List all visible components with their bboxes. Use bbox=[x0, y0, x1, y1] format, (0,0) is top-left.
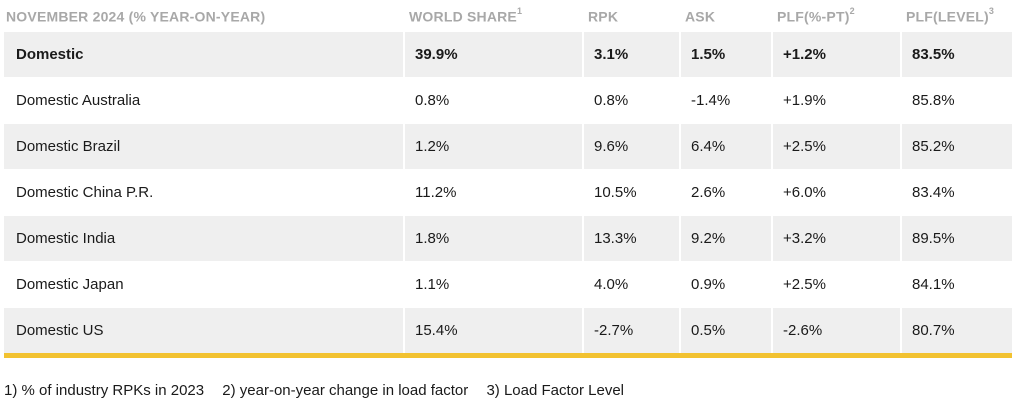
cell-ask: 0.5% bbox=[681, 308, 773, 354]
cell-plf-level: 83.5% bbox=[902, 32, 1012, 78]
table-row: Domestic Japan 1.1% 4.0% 0.9% +2.5% 84.1… bbox=[4, 262, 1012, 308]
cell-market: Domestic India bbox=[4, 216, 405, 262]
cell-plf-pt: +2.5% bbox=[773, 124, 902, 170]
table-row: Domestic 39.9% 3.1% 1.5% +1.2% 83.5% bbox=[4, 32, 1012, 78]
cell-world-share: 1.1% bbox=[405, 262, 584, 308]
cell-plf-level: 83.4% bbox=[902, 170, 1012, 216]
footnotes: 1) % of industry RPKs in 2023 2) year-on… bbox=[4, 382, 638, 399]
table-row: Domestic US 15.4% -2.7% 0.5% -2.6% 80.7% bbox=[4, 308, 1012, 354]
cell-plf-pt: -2.6% bbox=[773, 308, 902, 354]
cell-rpk: 9.6% bbox=[584, 124, 681, 170]
cell-plf-pt: +1.2% bbox=[773, 32, 902, 78]
cell-plf-level: 85.8% bbox=[902, 78, 1012, 124]
traffic-table: NOVEMBER 2024 (% YEAR-ON-YEAR) WORLD SHA… bbox=[4, 0, 1012, 354]
cell-ask: 1.5% bbox=[681, 32, 773, 78]
cell-ask: 0.9% bbox=[681, 262, 773, 308]
table-row: Domestic India 1.8% 13.3% 9.2% +3.2% 89.… bbox=[4, 216, 1012, 262]
header-plf-level: PLF(LEVEL)3 bbox=[902, 0, 1012, 32]
cell-plf-pt: +1.9% bbox=[773, 78, 902, 124]
cell-plf-level: 85.2% bbox=[902, 124, 1012, 170]
footnote-2: 2) year-on-year change in load factor bbox=[222, 382, 469, 399]
cell-world-share: 11.2% bbox=[405, 170, 584, 216]
cell-world-share: 15.4% bbox=[405, 308, 584, 354]
accent-rule bbox=[4, 353, 1012, 358]
cell-world-share: 1.2% bbox=[405, 124, 584, 170]
header-plf-pt: PLF(%-PT)2 bbox=[773, 0, 902, 32]
cell-plf-level: 89.5% bbox=[902, 216, 1012, 262]
header-period: NOVEMBER 2024 (% YEAR-ON-YEAR) bbox=[4, 0, 405, 32]
table-row: Domestic Australia 0.8% 0.8% -1.4% +1.9%… bbox=[4, 78, 1012, 124]
cell-ask: 2.6% bbox=[681, 170, 773, 216]
cell-plf-level: 84.1% bbox=[902, 262, 1012, 308]
cell-world-share: 39.9% bbox=[405, 32, 584, 78]
cell-rpk: 0.8% bbox=[584, 78, 681, 124]
cell-rpk: -2.7% bbox=[584, 308, 681, 354]
table-row: Domestic Brazil 1.2% 9.6% 6.4% +2.5% 85.… bbox=[4, 124, 1012, 170]
cell-plf-level: 80.7% bbox=[902, 308, 1012, 354]
cell-rpk: 13.3% bbox=[584, 216, 681, 262]
cell-market: Domestic US bbox=[4, 308, 405, 354]
cell-plf-pt: +6.0% bbox=[773, 170, 902, 216]
traffic-table-container: NOVEMBER 2024 (% YEAR-ON-YEAR) WORLD SHA… bbox=[4, 0, 1012, 354]
cell-world-share: 1.8% bbox=[405, 216, 584, 262]
footnote-1: 1) % of industry RPKs in 2023 bbox=[4, 382, 205, 399]
cell-ask: 9.2% bbox=[681, 216, 773, 262]
cell-plf-pt: +2.5% bbox=[773, 262, 902, 308]
cell-rpk: 10.5% bbox=[584, 170, 681, 216]
cell-rpk: 3.1% bbox=[584, 32, 681, 78]
cell-plf-pt: +3.2% bbox=[773, 216, 902, 262]
cell-market: Domestic Australia bbox=[4, 78, 405, 124]
cell-world-share: 0.8% bbox=[405, 78, 584, 124]
table-row: Domestic China P.R. 11.2% 10.5% 2.6% +6.… bbox=[4, 170, 1012, 216]
header-rpk: RPK bbox=[584, 0, 681, 32]
cell-market: Domestic bbox=[4, 32, 405, 78]
table-header-row: NOVEMBER 2024 (% YEAR-ON-YEAR) WORLD SHA… bbox=[4, 0, 1012, 32]
cell-ask: 6.4% bbox=[681, 124, 773, 170]
header-world-share: WORLD SHARE1 bbox=[405, 0, 584, 32]
cell-ask: -1.4% bbox=[681, 78, 773, 124]
header-ask: ASK bbox=[681, 0, 773, 32]
cell-market: Domestic Brazil bbox=[4, 124, 405, 170]
cell-market: Domestic China P.R. bbox=[4, 170, 405, 216]
footnote-3: 3) Load Factor Level bbox=[486, 382, 625, 399]
cell-market: Domestic Japan bbox=[4, 262, 405, 308]
cell-rpk: 4.0% bbox=[584, 262, 681, 308]
